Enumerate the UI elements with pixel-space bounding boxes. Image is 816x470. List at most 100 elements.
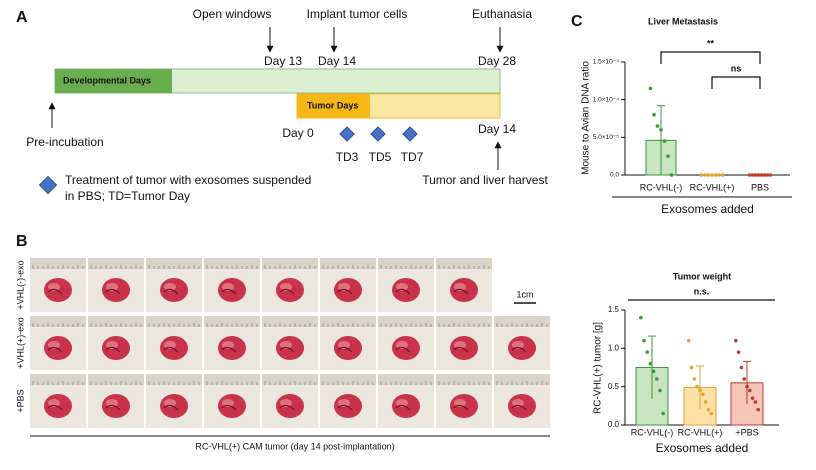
data-point [652,112,656,117]
event-label: Open windows [193,7,272,21]
chart-title: Tumor weight [673,271,731,281]
caption: RC-VHL(+) CAM tumor (day 14 post-implant… [195,441,394,451]
td-label: TD3 [336,150,359,164]
data-point [706,407,711,412]
timeline-segment [55,69,172,93]
panel-label: C [571,13,583,30]
data-point [710,173,714,177]
data-point [698,388,702,393]
data-point [648,361,653,366]
data-point [736,350,741,354]
data-point [642,338,646,343]
y-tick-label: 0.0 [610,172,619,179]
data-point [645,350,649,354]
event-label: Implant tumor cells [307,7,408,21]
data-point [687,338,691,343]
y-tick-label: 0.5 [608,382,620,391]
data-point [745,384,749,389]
data-point [695,384,699,389]
data-point [742,377,746,381]
data-point [689,365,694,370]
panel-label: A [16,9,28,26]
x-tick-label: RC-VHL(+) [678,427,723,437]
panel-b: B +VHL(-)-exo +VHL(+)-exo +PBS 1cm RC-VH… [15,233,550,451]
data-point [662,139,667,143]
x-axis-label: Exosomes added [661,202,754,216]
y-tick-label: 1.5×10⁻⁴ [593,59,619,66]
td-label: TD7 [401,150,424,164]
legend-marker [38,175,58,195]
timeline-segment [297,94,370,118]
panel-label: B [16,233,28,250]
legend-text: Treatment of tumor with exosomes suspend… [65,173,311,187]
data-point [699,173,704,177]
data-point [756,173,761,177]
data-point [765,173,770,177]
y-tick-label: 1.5 [608,305,620,314]
data-point [768,173,773,177]
y-tick-label: 1.0×10⁻⁴ [593,96,619,103]
event-label: Euthanasia [472,7,532,21]
significance-bracket [711,76,761,89]
data-point [739,365,744,370]
y-axis-label: RC-VHL(+) tumor [g] [593,322,604,414]
data-point [709,411,713,416]
y-axis-label: Mouse to Avian DNA ratio [581,61,592,175]
data-point [655,124,660,128]
day-label: Day 14 [478,122,516,136]
data-point [713,173,718,177]
x-tick-label: RC-VHL(-) [640,182,683,192]
data-point [734,338,738,343]
data-point [750,396,755,400]
data-point [762,173,767,177]
data-point [701,392,705,397]
data-point [661,411,665,416]
data-point [759,173,764,177]
data-point [658,388,662,393]
data-point [703,173,707,177]
data-point [692,377,697,381]
treatment-markers [339,126,418,142]
event-label: Tumor and liver harvest [422,173,548,187]
x-tick-label: RC-VHL(-) [631,427,674,437]
x-tick-label: +PBS [735,427,758,437]
y-tick-label: 0.0 [608,420,620,429]
timeline-label: Tumor Days [307,100,358,110]
data-point [703,400,708,404]
data-point [717,173,721,177]
data-point [753,400,758,404]
panel-a: A Open windows Implant tumor cells Eutha… [16,7,548,203]
data-point [706,173,711,177]
x-tick-label: PBS [751,182,769,192]
data-point [720,173,725,177]
row-label: +VHL(-)-exo [15,260,25,309]
scale-label: 1cm [516,289,533,299]
chart-title: Liver Metastasis [648,16,718,26]
data-point [750,173,755,177]
x-axis-label: Exosomes added [656,441,749,455]
timeline-label: Developmental Days [63,75,151,85]
data-point [651,369,656,374]
significance-bracket [660,51,761,64]
charts: Liver Metastasis Mouse to Avian DNA ratio… [581,16,792,455]
data-point [753,173,758,177]
legend-text: in PBS; TD=Tumor Day [65,189,190,203]
data-point [669,173,674,177]
row-label: +PBS [15,389,25,412]
td-label: TD5 [369,150,392,164]
significance-label: ** [707,38,715,48]
significance-label: ns [731,63,742,73]
data-point [648,86,653,91]
data-point [748,388,752,393]
significance-label: n.s. [694,286,710,296]
y-tick-label: 5.0×10⁻⁵ [593,134,619,141]
data-point [655,377,659,381]
data-point [747,173,752,177]
data-point [756,407,760,412]
day-label: Day 28 [478,54,516,68]
day-label: Day 0 [282,126,314,140]
day-label: Day 13 [264,54,302,68]
data-point [666,154,670,158]
data-point [639,315,643,320]
